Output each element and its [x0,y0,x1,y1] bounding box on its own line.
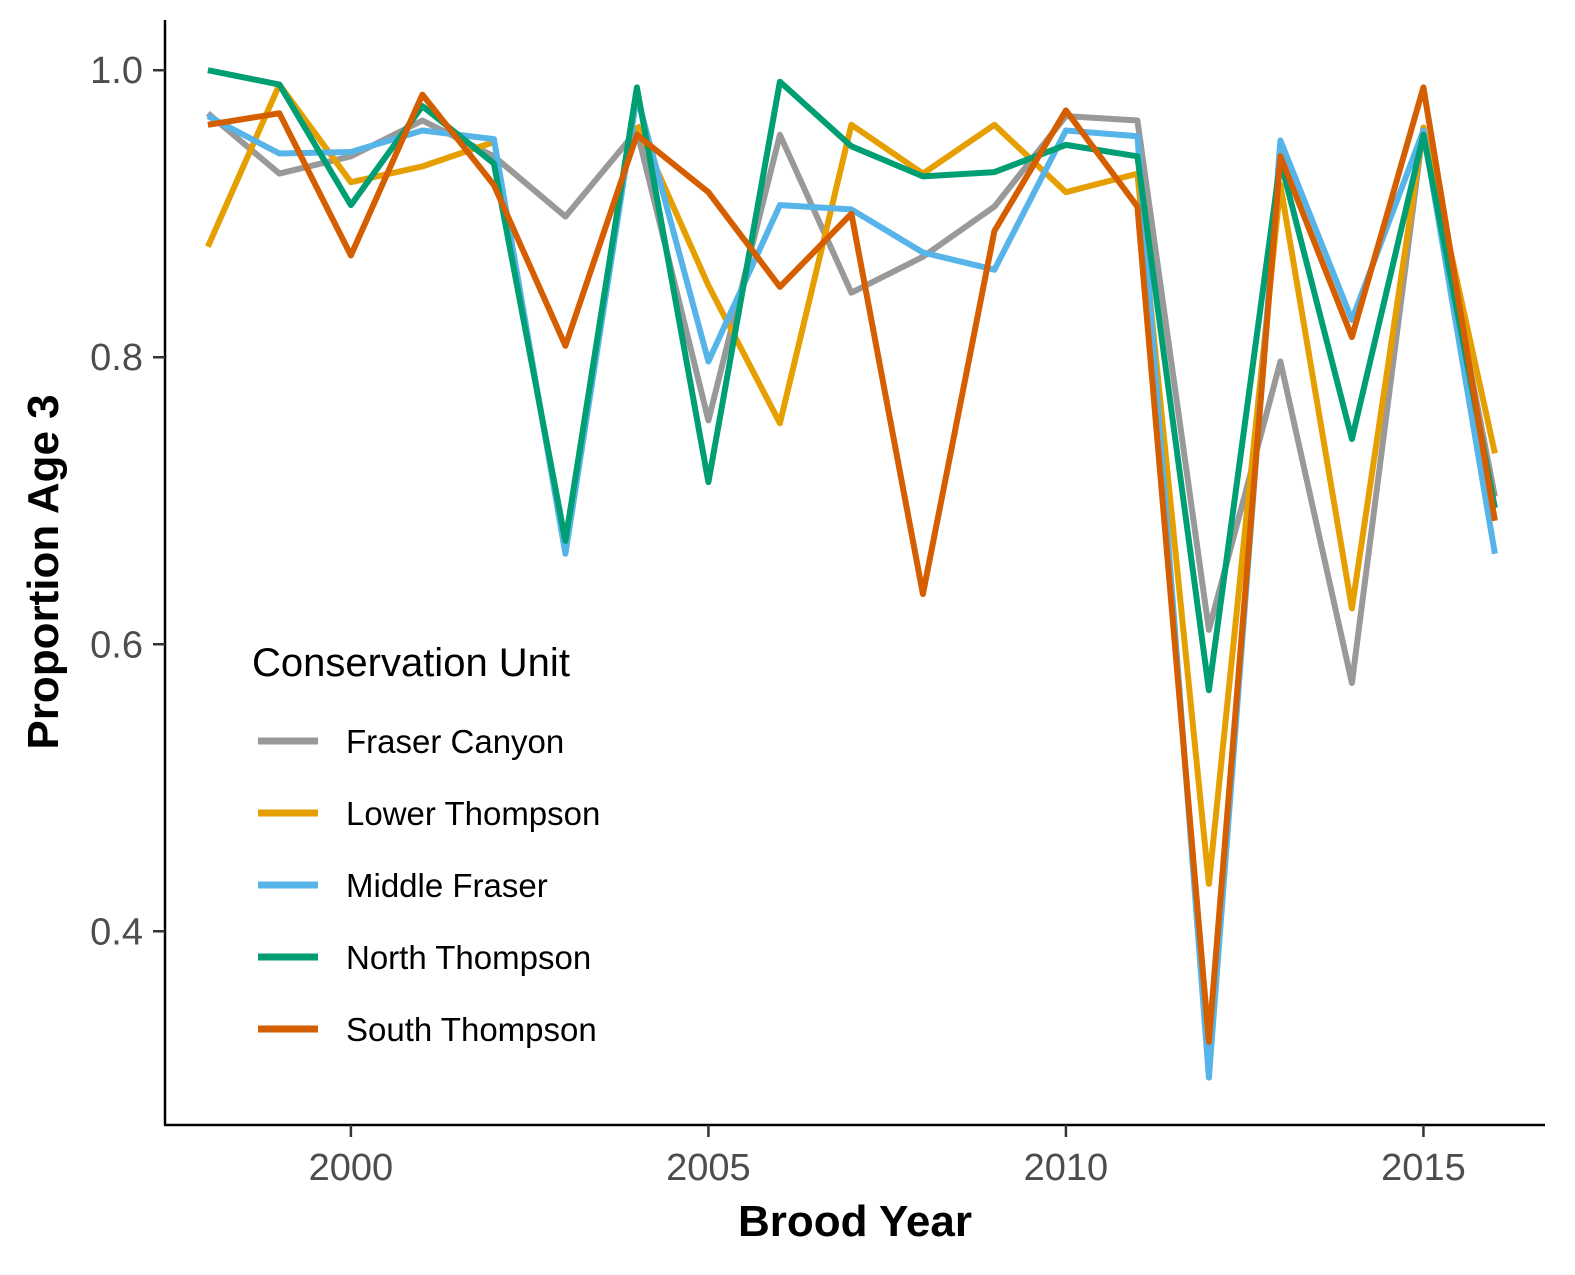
legend-title: Conservation Unit [252,641,570,685]
y-axis-title: Proportion Age 3 [19,394,68,749]
series-lines [205,67,1498,1081]
y-tick-label-1: 1.0 [90,50,143,92]
legend: Conservation Unit Fraser Canyon Lower Tho… [252,641,600,1048]
x-tick-label-2000: 2000 [309,1147,394,1189]
x-tick-label-2015: 2015 [1381,1147,1466,1189]
legend-label-north-thompson: North Thompson [346,939,591,976]
legend-label-lower-thompson: Lower Thompson [346,795,600,832]
legend-label-middle-fraser: Middle Fraser [346,867,548,904]
series-line-south-thompson [207,84,1498,1045]
axis-ticks: 2000 2005 2010 2015 0.4 0.6 0.8 1.0 [90,50,1466,1189]
x-axis-title: Brood Year [738,1197,972,1246]
series-line-middle-fraser [206,93,1498,1081]
axes [163,20,1545,1127]
y-tick-label-0.4: 0.4 [90,911,143,953]
series-line-fraser-canyon [205,111,1498,686]
y-tick-label-0.6: 0.6 [90,624,143,666]
x-tick-label-2005: 2005 [666,1147,751,1189]
legend-label-fraser-canyon: Fraser Canyon [346,723,564,760]
series-line-north-thompson [207,67,1498,694]
y-tick-label-0.8: 0.8 [90,337,143,379]
x-tick-label-2010: 2010 [1024,1147,1109,1189]
legend-label-south-thompson: South Thompson [346,1011,597,1048]
